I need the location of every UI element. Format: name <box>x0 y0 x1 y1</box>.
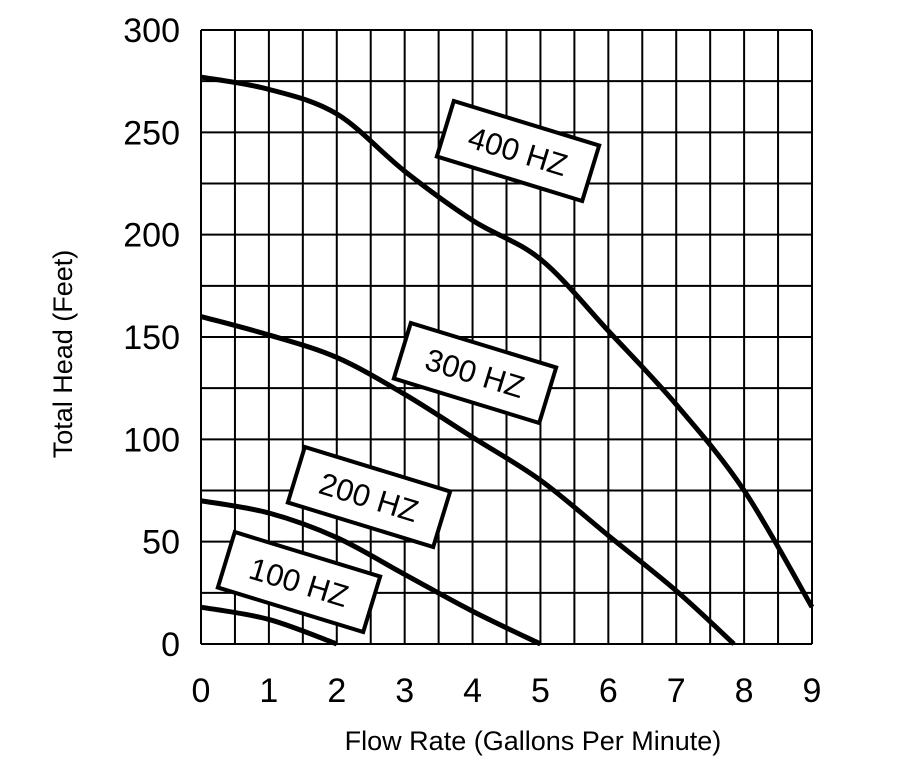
y-axis-label: Total Head (Feet) <box>48 250 78 459</box>
x-tick-label: 2 <box>327 672 346 710</box>
x-tick-label: 8 <box>735 672 754 710</box>
x-tick-label: 3 <box>395 672 414 710</box>
y-tick-label: 100 <box>123 421 180 459</box>
curve-label: 300 HZ <box>391 320 559 426</box>
y-tick-label: 250 <box>123 114 180 152</box>
y-tick-label: 50 <box>142 524 180 562</box>
series-line <box>200 604 338 647</box>
curve-label-box <box>285 444 453 550</box>
curves <box>200 74 815 647</box>
x-tick-label: 9 <box>803 672 822 710</box>
x-tick-label: 6 <box>599 672 618 710</box>
curve-label: 100 HZ <box>215 529 383 635</box>
x-axis-label: Flow Rate (Gallons Per Minute) <box>345 726 722 756</box>
curve-label: 200 HZ <box>285 444 453 550</box>
x-tick-label: 1 <box>259 672 278 710</box>
y-tick-label: 150 <box>123 319 180 357</box>
y-tick-label: 0 <box>161 626 180 664</box>
x-tick-labels: 0 1 2 3 4 5 6 7 8 9 <box>192 672 822 710</box>
curve-label-box <box>215 529 383 635</box>
x-tick-label: 4 <box>463 672 482 710</box>
series-line <box>200 74 815 609</box>
x-tick-label: 5 <box>531 672 550 710</box>
x-tick-label: 0 <box>192 672 211 710</box>
series-line <box>200 498 542 647</box>
series-line <box>200 314 736 646</box>
x-tick-label: 7 <box>667 672 686 710</box>
curve-label-box <box>391 320 559 426</box>
curve-label-box <box>434 98 602 204</box>
y-tick-label: 200 <box>123 217 180 255</box>
y-tick-labels: 0 50 100 150 200 250 300 <box>123 12 180 664</box>
y-tick-label: 300 <box>123 12 180 50</box>
